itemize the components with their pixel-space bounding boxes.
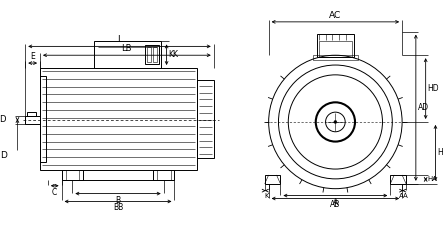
Text: K: K — [264, 193, 269, 199]
Bar — [40, 68, 197, 170]
Text: E: E — [30, 52, 35, 61]
Text: AC: AC — [329, 11, 341, 20]
Bar — [319, 40, 352, 57]
Text: AD: AD — [418, 103, 429, 112]
Text: C: C — [52, 188, 57, 197]
Bar — [40, 76, 46, 162]
Bar — [61, 170, 83, 180]
Bar — [313, 55, 358, 60]
Text: H: H — [437, 148, 443, 157]
Text: HD: HD — [428, 84, 439, 93]
Text: L: L — [117, 35, 122, 44]
Text: BB: BB — [113, 203, 123, 212]
Bar — [147, 47, 151, 62]
Bar — [27, 112, 36, 116]
Bar — [153, 170, 174, 180]
Bar — [390, 175, 406, 184]
Text: LB: LB — [121, 44, 132, 53]
Text: AA: AA — [399, 193, 409, 199]
Bar — [25, 116, 40, 124]
Text: A: A — [333, 197, 338, 206]
Text: D: D — [0, 151, 7, 160]
Text: AB: AB — [330, 201, 340, 209]
Bar — [317, 34, 354, 57]
Text: D: D — [0, 115, 6, 125]
Circle shape — [334, 120, 337, 123]
Bar — [94, 42, 161, 68]
Text: B: B — [115, 196, 121, 205]
Text: KK: KK — [169, 50, 178, 59]
Bar — [265, 175, 280, 184]
Bar — [145, 45, 159, 64]
Bar — [153, 47, 157, 62]
Bar — [197, 80, 214, 158]
Text: HA: HA — [428, 176, 437, 182]
